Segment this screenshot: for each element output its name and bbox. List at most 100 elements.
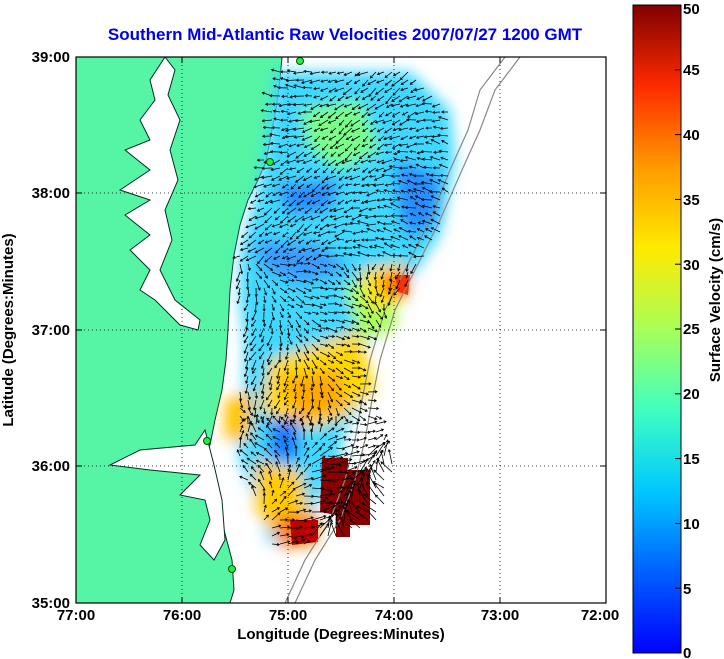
velocity-vector-head: [341, 343, 345, 347]
velocity-vector-head: [310, 476, 315, 481]
velocity-vector: [359, 437, 367, 441]
velocity-vector-head: [352, 480, 357, 484]
velocity-vector: [351, 271, 359, 281]
velocity-vector-head: [362, 417, 367, 421]
velocity-vector-head: [295, 155, 299, 159]
velocity-vector-head: [361, 144, 365, 148]
velocity-vector-head: [248, 482, 252, 485]
velocity-vector: [400, 135, 409, 140]
velocity-vector-head: [316, 265, 321, 269]
velocity-vector: [245, 223, 257, 228]
velocity-vector-head: [295, 179, 299, 183]
velocity-vector: [386, 103, 393, 108]
velocity-vector-head: [275, 461, 279, 465]
velocity-vector: [327, 463, 342, 466]
velocity-vector-head: [297, 324, 301, 329]
velocity-vector-head: [343, 246, 347, 250]
velocity-vector: [384, 215, 393, 217]
velocity-vector-head: [239, 247, 244, 252]
velocity-vector-head: [312, 155, 316, 159]
velocity-vector: [335, 311, 345, 313]
velocity-vector-head: [259, 234, 263, 238]
velocity-vector-head: [239, 242, 244, 245]
velocity-vector: [384, 242, 393, 249]
colorbar-tick-label: 15: [683, 451, 700, 468]
velocity-vector-head: [272, 291, 276, 295]
velocity-vector: [279, 295, 287, 302]
velocity-vector-head: [415, 243, 419, 247]
velocity-vector: [271, 167, 281, 171]
velocity-vector-head: [330, 489, 334, 493]
velocity-vector-head: [327, 163, 331, 167]
velocity-vector-head: [271, 489, 275, 493]
velocity-vector-head: [356, 220, 361, 224]
velocity-vector: [311, 399, 314, 409]
velocity-vector: [399, 119, 409, 126]
velocity-vector-head: [288, 144, 292, 148]
velocity-vector: [349, 490, 353, 505]
velocity-vector-head: [399, 122, 403, 126]
velocity-vector-head: [376, 72, 380, 76]
velocity-vector-head: [361, 114, 365, 118]
velocity-vector-head: [357, 350, 361, 354]
velocity-vector-head: [337, 501, 341, 505]
velocity-vector: [338, 183, 345, 189]
velocity-vector: [376, 190, 385, 193]
velocity-vector: [409, 235, 417, 241]
velocity-vector: [367, 421, 377, 425]
velocity-vector-head: [263, 504, 267, 508]
velocity-vector: [279, 526, 290, 529]
velocity-vector: [401, 174, 409, 177]
velocity-vector-head: [430, 218, 434, 222]
velocity-vector: [359, 271, 362, 281]
velocity-vector-head: [283, 249, 287, 254]
colorbar-label: Surface Velocity (cm/s): [707, 218, 724, 382]
velocity-vector: [409, 127, 417, 130]
velocity-vector-head: [278, 144, 282, 148]
velocity-vector-head: [356, 450, 360, 454]
velocity-vector-head: [350, 305, 355, 309]
velocity-vector: [359, 466, 367, 481]
velocity-vector-head: [390, 174, 394, 178]
velocity-vector-head: [362, 315, 366, 319]
velocity-vector-head: [401, 112, 406, 116]
velocity-vector-head: [374, 106, 378, 110]
velocity-vector: [359, 295, 369, 304]
velocity-vector-head: [348, 252, 352, 257]
velocity-vector: [314, 159, 321, 164]
velocity-vector: [335, 452, 348, 457]
velocity-vector: [265, 191, 273, 198]
velocity-vector-head: [415, 163, 419, 167]
velocity-vector: [319, 443, 326, 449]
velocity-vector-head: [376, 220, 380, 224]
velocity-vector: [388, 449, 393, 465]
velocity-vector-head: [365, 306, 369, 310]
velocity-vector: [311, 522, 323, 537]
velocity-vector: [384, 189, 393, 193]
velocity-vector-head: [325, 336, 329, 340]
velocity-vector-head: [375, 91, 379, 95]
velocity-vector-head: [294, 118, 298, 123]
velocity-vector-head: [269, 94, 273, 98]
velocity-vector-head: [367, 170, 371, 174]
velocity-vector-head: [267, 362, 271, 366]
velocity-vector-head: [310, 217, 314, 221]
velocity-vector-head: [361, 122, 365, 126]
velocity-vector-head: [360, 89, 364, 93]
velocity-vector-head: [257, 241, 262, 245]
velocity-vector-head: [341, 337, 346, 341]
velocity-vector-head: [363, 350, 368, 354]
velocity-vector: [282, 199, 289, 206]
velocity-vector-head: [416, 228, 420, 232]
velocity-vector-head: [406, 118, 410, 122]
velocity-vector-head: [342, 447, 346, 451]
velocity-vector: [321, 239, 329, 245]
velocity-vector-head: [256, 158, 260, 162]
velocity-vector: [232, 255, 241, 259]
velocity-vector-head: [271, 224, 275, 228]
velocity-vector-head: [306, 184, 310, 188]
velocity-vector: [328, 119, 337, 124]
colorbar-tick-label: 50: [683, 1, 700, 18]
velocity-vector: [361, 143, 369, 147]
velocity-vector-head: [327, 79, 331, 83]
